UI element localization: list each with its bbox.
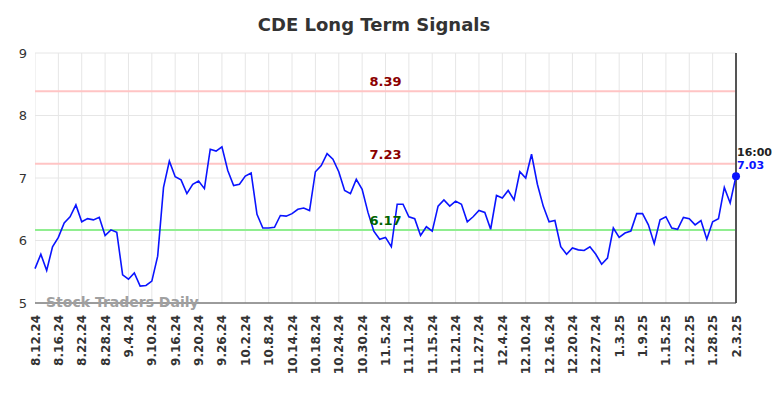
svg-text:7.03: 7.03 [737, 159, 764, 172]
svg-text:6.17: 6.17 [369, 213, 401, 228]
svg-text:12.20.24: 12.20.24 [566, 315, 580, 374]
svg-text:1.9.25: 1.9.25 [636, 315, 650, 358]
svg-text:11.27.24: 11.27.24 [472, 315, 486, 374]
svg-text:1.22.25: 1.22.25 [683, 315, 697, 366]
svg-text:9.26.24: 9.26.24 [215, 315, 229, 366]
svg-text:11.15.24: 11.15.24 [426, 315, 440, 374]
svg-text:10.30.24: 10.30.24 [356, 315, 370, 374]
html-text:Stock Traders Daily: Stock Traders Daily [46, 294, 199, 310]
svg-text:11.21.24: 11.21.24 [449, 315, 463, 374]
svg-text:11.5.24: 11.5.24 [379, 315, 393, 366]
svg-text:9: 9 [19, 46, 27, 61]
svg-text:9.10.24: 9.10.24 [145, 315, 159, 366]
svg-text:12.16.24: 12.16.24 [543, 315, 557, 374]
svg-text:10.14.24: 10.14.24 [286, 315, 300, 374]
svg-text:9.16.24: 9.16.24 [169, 315, 183, 366]
svg-text:11.11.24: 11.11.24 [402, 315, 416, 374]
svg-text:8.39: 8.39 [369, 74, 401, 89]
svg-text:9.20.24: 9.20.24 [192, 315, 206, 366]
svg-text:8.28.24: 8.28.24 [99, 315, 113, 366]
svg-text:5: 5 [19, 296, 27, 311]
svg-text:10.24.24: 10.24.24 [332, 315, 346, 374]
svg-text:10.8.24: 10.8.24 [262, 315, 276, 366]
svg-text:8.16.24: 8.16.24 [52, 315, 66, 366]
svg-text:1.15.25: 1.15.25 [659, 315, 673, 366]
svg-text:10.18.24: 10.18.24 [309, 315, 323, 374]
svg-text:7: 7 [19, 171, 27, 186]
svg-text:2.3.25: 2.3.25 [730, 315, 744, 358]
svg-text:10.2.24: 10.2.24 [239, 315, 253, 366]
svg-text:12.10.24: 12.10.24 [519, 315, 533, 374]
svg-text:12.27.24: 12.27.24 [589, 315, 603, 374]
svg-text:8.12.24: 8.12.24 [29, 315, 43, 366]
svg-text:8.22.24: 8.22.24 [75, 315, 89, 366]
svg-text:6: 6 [19, 233, 27, 248]
html-text:CDE Long Term Signals: CDE Long Term Signals [257, 14, 491, 35]
svg-text:1.28.25: 1.28.25 [706, 315, 720, 366]
svg-text:7.23: 7.23 [369, 147, 401, 162]
svg-text:8: 8 [19, 108, 27, 123]
svg-text:16:00: 16:00 [737, 146, 772, 159]
svg-text:9.4.24: 9.4.24 [122, 315, 136, 358]
svg-text:12.4.24: 12.4.24 [496, 315, 510, 366]
svg-text:1.3.25: 1.3.25 [613, 315, 627, 358]
